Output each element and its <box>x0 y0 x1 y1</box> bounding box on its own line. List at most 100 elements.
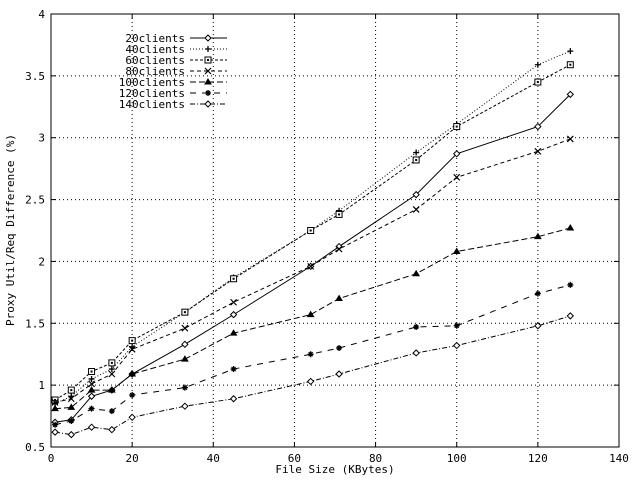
diamond-marker-icon <box>87 423 96 431</box>
asterisk-marker-icon <box>88 405 95 412</box>
y-tick-label: 2.5 <box>25 194 45 207</box>
x-tick-label: 100 <box>447 452 467 465</box>
asterisk-marker-icon <box>129 392 136 399</box>
x-axis-label: File Size (KBytes) <box>275 463 394 476</box>
legend-label: 80clients <box>125 65 185 78</box>
legend-item: 140clients <box>119 98 227 111</box>
cross-marker-icon <box>307 262 315 270</box>
cross-marker-icon <box>335 245 343 253</box>
diamond-marker-icon <box>229 310 238 319</box>
tick-labels: 0 20 40 60 80 100 120 140 0.5 1 1.5 2 2.5 3 3.5 4 <box>25 8 629 465</box>
legend: 20clients40clients60clients80clients100c… <box>119 32 227 111</box>
y-axis-label: Proxy Util/Req Difference (%) <box>4 134 17 326</box>
diamond-marker-icon <box>566 90 575 99</box>
diamond-marker-icon <box>108 425 116 434</box>
triangle-marker-icon <box>452 247 461 255</box>
asterisk-marker-icon <box>108 408 115 415</box>
diamond-marker-icon <box>181 402 189 410</box>
cross-marker-icon <box>566 135 574 143</box>
x-tick-label: 40 <box>207 452 220 465</box>
square-marker-icon <box>108 359 116 367</box>
cross-marker-icon <box>181 324 189 332</box>
triangle-marker-icon <box>533 232 542 240</box>
triangle-marker-icon <box>306 310 315 318</box>
diamond-marker-icon <box>566 312 575 320</box>
x-tick-label: 80 <box>369 452 382 465</box>
square-marker-icon <box>566 61 574 69</box>
legend-item: 20clients <box>125 32 227 45</box>
triangle-marker-icon <box>51 404 59 412</box>
square-marker-icon <box>307 227 315 234</box>
legend-label: 40clients <box>125 43 185 56</box>
plus-marker-icon <box>413 149 420 156</box>
x-tick-label: 60 <box>288 452 301 465</box>
square-marker-icon <box>335 210 343 218</box>
diamond-marker-icon <box>335 370 343 378</box>
cross-marker-icon <box>412 206 420 213</box>
square-marker-icon <box>230 275 238 283</box>
diamond-marker-icon <box>412 349 420 357</box>
plus-marker-icon <box>567 48 574 55</box>
square-marker-icon <box>88 368 96 376</box>
cross-marker-icon <box>230 298 237 306</box>
diamond-marker-icon <box>229 395 238 403</box>
plot-frame <box>50 13 620 448</box>
triangle-marker-icon <box>412 269 421 277</box>
series-140clients <box>51 312 575 439</box>
legend-item: 60clients <box>125 54 227 67</box>
square-marker-icon <box>67 386 75 394</box>
legend-label: 140clients <box>119 98 185 111</box>
diamond-marker-icon <box>534 322 542 330</box>
diamond-marker-icon <box>181 340 189 349</box>
diamond-marker-icon <box>67 430 75 439</box>
y-tick-label: 3.5 <box>25 70 45 83</box>
legend-item: 120clients <box>119 87 227 100</box>
asterisk-marker-icon <box>534 290 541 297</box>
plus-marker-icon <box>88 375 95 382</box>
series-100clients <box>51 224 575 412</box>
diamond-marker-icon <box>453 150 461 158</box>
asterisk-marker-icon <box>205 90 211 96</box>
asterisk-marker-icon <box>453 322 460 329</box>
diamond-marker-icon <box>453 341 461 350</box>
cross-marker-icon <box>128 345 136 353</box>
triangle-marker-icon <box>128 370 137 377</box>
triangle-marker-icon <box>566 224 575 231</box>
plus-marker-icon <box>534 61 541 68</box>
x-tick-label: 140 <box>609 452 629 465</box>
asterisk-marker-icon <box>181 384 188 391</box>
legend-label: 20clients <box>125 32 185 45</box>
diamond-marker-icon <box>204 34 212 42</box>
legend-label: 60clients <box>125 54 185 67</box>
diamond-marker-icon <box>87 392 96 400</box>
legend-label: 100clients <box>119 76 185 89</box>
diamond-marker-icon <box>412 190 420 199</box>
triangle-marker-icon <box>67 403 76 410</box>
triangle-marker-icon <box>181 355 189 362</box>
asterisk-marker-icon <box>567 281 574 288</box>
asterisk-marker-icon <box>52 421 59 428</box>
cross-marker-icon <box>51 399 59 406</box>
triangle-marker-icon <box>204 78 212 85</box>
square-marker-icon <box>412 156 420 164</box>
grid-lines <box>51 14 619 447</box>
y-tick-label: 3 <box>38 132 45 145</box>
asterisk-marker-icon <box>230 366 237 373</box>
diamond-marker-icon <box>128 413 136 422</box>
x-tick-label: 20 <box>126 452 139 465</box>
series-60clients <box>51 61 574 404</box>
legend-item: 40clients <box>125 43 227 56</box>
diamond-marker-icon <box>51 428 59 436</box>
triangle-marker-icon <box>335 294 343 302</box>
x-tick-label: 120 <box>528 452 548 465</box>
legend-item: 100clients <box>119 76 227 89</box>
y-tick-label: 1.5 <box>25 317 45 330</box>
series-120clients <box>52 281 574 428</box>
square-marker-icon <box>128 337 136 345</box>
plus-marker-icon <box>108 366 115 373</box>
square-marker-icon <box>204 56 212 64</box>
legend-label: 120clients <box>119 87 185 100</box>
series-80clients <box>51 135 574 406</box>
triangle-marker-icon <box>107 386 116 393</box>
cross-marker-icon <box>67 395 75 403</box>
